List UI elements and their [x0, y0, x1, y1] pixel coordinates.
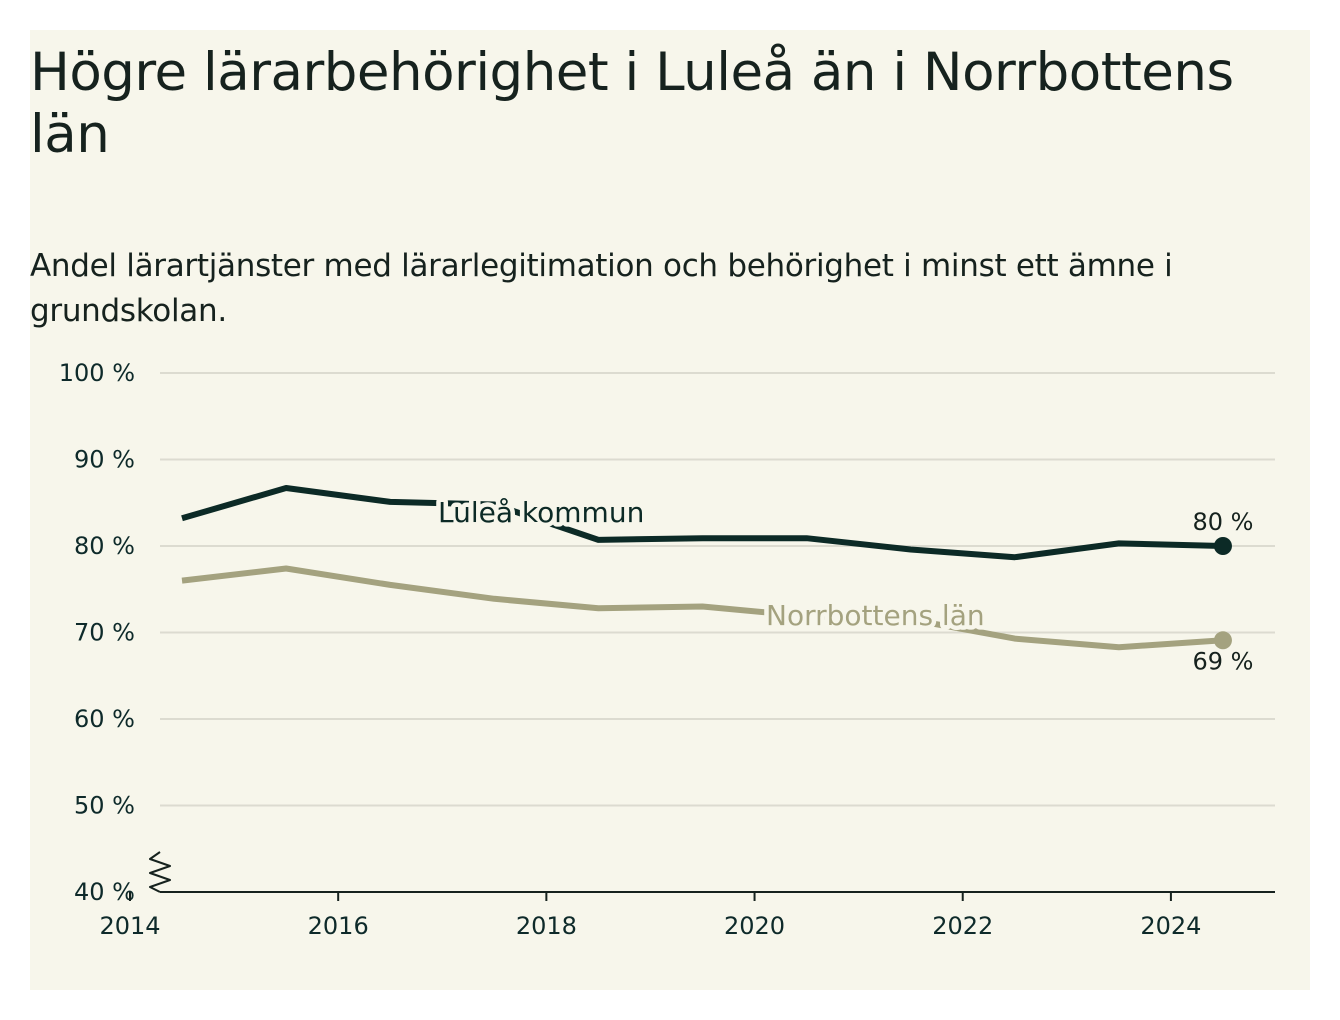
series-line-0 [181, 485, 1224, 561]
series-end-marker [1213, 631, 1232, 650]
y-tick-label: 100 % [59, 359, 135, 387]
y-tick-label: 40 % [74, 878, 135, 906]
y-axis-ticks: 40 % 50 % 60 % 70 % 80 % 90 % 100 % [59, 359, 135, 906]
x-tick-label: 2022 [932, 912, 993, 940]
y-tick-label: 50 % [74, 792, 135, 820]
x-tick-label: 2024 [1140, 912, 1201, 940]
chart-subtitle: Andel lärartjänster med lärarlegitimatio… [30, 248, 1173, 329]
line-chart: 40 %50 %60 %70 %80 %90 %100 % 2014 2016 20… [59, 359, 1275, 940]
series-label: Norrbottens län [766, 599, 985, 632]
series-end-label: 69 % [1192, 647, 1253, 675]
series-label: Luleå kommun [438, 496, 644, 529]
y-tick-label: 70 % [74, 619, 135, 647]
y-tick-label: 90 % [74, 446, 135, 474]
y-tick-label: 80 % [74, 532, 135, 560]
x-axis: 2014 2016 2018 2020 2022 2024 [99, 851, 1275, 940]
x-tick-label: 2018 [516, 912, 577, 940]
series-end-label: 80 % [1192, 508, 1253, 536]
series-label-halo: Luleå kommun [438, 496, 644, 529]
x-tick-label: 2014 [99, 912, 160, 940]
x-tick-label: 2020 [724, 912, 785, 940]
series-lines [181, 485, 1224, 651]
chart-title: Högre lärarbehörighet i Luleå än i Norrb… [30, 42, 1234, 165]
series-label-halo: Norrbottens län [766, 599, 985, 632]
gridlines [160, 372, 1275, 807]
chart-card: Högre lärarbehörighet i Luleå än i Norrb… [30, 30, 1310, 990]
x-tick-label: 2016 [308, 912, 369, 940]
y-tick-label: 60 % [74, 705, 135, 733]
series-end-marker [1213, 537, 1232, 555]
axis-break-icon [149, 851, 171, 893]
series-line-1 [181, 565, 1224, 651]
